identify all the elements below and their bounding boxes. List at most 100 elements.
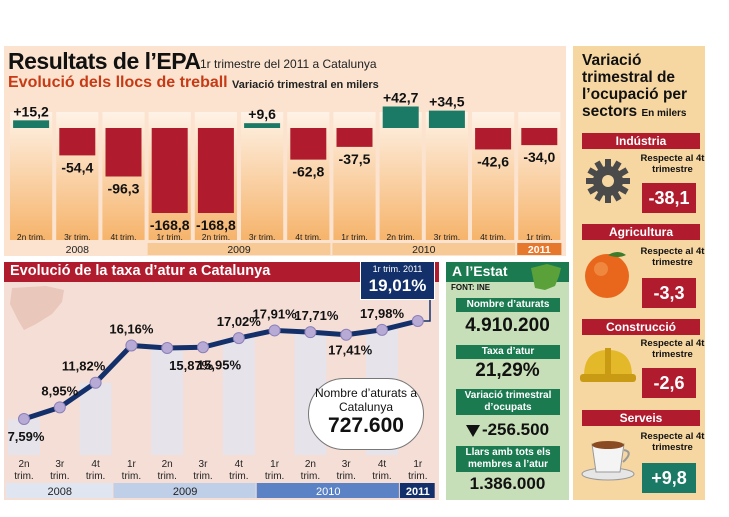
rate-point-label: 16,16% bbox=[109, 321, 154, 336]
jobs-tick-label: 2n trim. bbox=[17, 232, 45, 242]
spain-rate-value: 21,29% bbox=[475, 360, 540, 381]
jobs-year-band bbox=[332, 243, 516, 255]
rate-point-label: 17,41% bbox=[328, 343, 373, 358]
page-title: Resultats de l’EPA bbox=[8, 48, 201, 74]
rate-tick-label-2: trim. bbox=[372, 471, 391, 482]
rate-tick-label-2: trim. bbox=[229, 471, 248, 482]
jobs-bar bbox=[521, 128, 558, 146]
hard-hat-icon bbox=[580, 348, 636, 382]
rate-point bbox=[376, 323, 388, 336]
rate-tick-label: 4t bbox=[235, 459, 244, 470]
rate-column-bg bbox=[222, 338, 255, 455]
jobs-chart-unit: Variació trimestral en milers bbox=[232, 79, 379, 91]
rate-point bbox=[268, 324, 281, 337]
jobs-year-band bbox=[517, 243, 562, 255]
spain-households-label: Llars amb tots els membres a l’atur bbox=[456, 446, 560, 472]
spain-rate-label: Taxa d’atur bbox=[456, 345, 560, 359]
rate-point-label: 15,95% bbox=[197, 357, 242, 372]
jobs-tick-label: 3r trim. bbox=[64, 232, 90, 242]
jobs-bar bbox=[105, 128, 142, 177]
rate-tick-label-2: trim. bbox=[14, 471, 33, 482]
jobs-year-label: 2011 bbox=[528, 244, 551, 256]
rate-point bbox=[340, 328, 353, 341]
sectors-title-text: Variació trimestral de l’ocupació per se… bbox=[582, 52, 688, 120]
rate-tick-label-2: trim. bbox=[193, 471, 212, 482]
jobs-bar-label: -42,6 bbox=[477, 153, 509, 169]
jobs-bar bbox=[428, 110, 465, 128]
rate-tick-label-2: trim. bbox=[265, 471, 284, 482]
jobs-tick-label: 4t trim. bbox=[295, 232, 321, 242]
rate-tick-label: 4t bbox=[378, 459, 387, 470]
jobs-bar-label: -168,8 bbox=[196, 217, 236, 233]
rate-point-label: 17,91% bbox=[253, 306, 298, 321]
sector-agricultura-note: Respecte al 4t trimestre bbox=[640, 246, 705, 268]
sector-serveis-label: Serveis bbox=[582, 410, 700, 426]
jobs-bar bbox=[244, 123, 281, 128]
jobs-bar-label: +34,5 bbox=[429, 94, 465, 110]
rate-tick-label-2: trim. bbox=[86, 471, 105, 482]
sectors-unit: En milers bbox=[641, 108, 687, 119]
sector-construccio-value: -2,6 bbox=[642, 368, 696, 398]
jobs-bar-label: -96,3 bbox=[108, 180, 140, 196]
jobs-bar bbox=[475, 128, 512, 150]
rate-tick-label: 2n bbox=[18, 459, 29, 470]
jobs-tick-label: 1r trim. bbox=[341, 232, 367, 242]
catalonia-unemployed-box bbox=[308, 378, 424, 450]
rate-series-line bbox=[23, 318, 419, 422]
spain-unemployed-label: Nombre d’aturats bbox=[456, 298, 560, 312]
jobs-year-band bbox=[147, 243, 331, 255]
rate-point-label: 8,95% bbox=[41, 383, 78, 398]
catalonia-unemployed-label: Nombre d’aturats a Catalunya bbox=[314, 386, 418, 414]
jobs-year-band bbox=[9, 243, 146, 255]
sector-serveis-value: +9,8 bbox=[642, 463, 696, 493]
jobs-chart-title: Evolució dels llocs de treball bbox=[8, 74, 228, 91]
jobs-tick-label: 2n trim. bbox=[387, 232, 415, 242]
sector-construccio-label: Construcció bbox=[582, 319, 700, 335]
rate-year-label: 2010 bbox=[316, 486, 340, 498]
spain-employed-number: -256.500 bbox=[481, 420, 550, 439]
rate-point-label: 7,59% bbox=[8, 429, 45, 444]
jobs-bar bbox=[382, 106, 419, 128]
spain-title: A l’Estat bbox=[452, 263, 508, 279]
gear-icon bbox=[586, 159, 630, 203]
rate-tick-label-2: trim. bbox=[336, 471, 355, 482]
rate-year-label: 2009 bbox=[173, 486, 197, 498]
latest-rate-label: 1r trim. 2011 bbox=[372, 264, 423, 274]
jobs-year-label: 2010 bbox=[412, 244, 436, 256]
rate-point bbox=[89, 376, 102, 389]
jobs-column-bg bbox=[379, 112, 422, 240]
catalonia-map-icon bbox=[10, 286, 64, 330]
rate-tick-label: 3r bbox=[199, 459, 209, 470]
unemployment-header bbox=[4, 262, 439, 282]
rate-column-bg bbox=[151, 347, 184, 455]
rate-point-label: 17,71% bbox=[294, 308, 339, 323]
jobs-bar bbox=[59, 128, 96, 156]
spain-source: FONT: INE bbox=[451, 283, 491, 292]
rate-tick-label-2: trim. bbox=[50, 471, 69, 482]
rate-point-label: 17,02% bbox=[217, 314, 262, 329]
orange-fruit-icon bbox=[585, 252, 629, 298]
jobs-bar bbox=[336, 128, 373, 147]
rate-tick-label-2: trim. bbox=[408, 471, 427, 482]
spain-employed-value: -256.500 bbox=[446, 420, 569, 440]
rate-tick-label: 2n bbox=[162, 459, 173, 470]
rate-year-band bbox=[6, 483, 113, 498]
rate-year-band bbox=[256, 483, 399, 498]
rate-tick-label: 1r bbox=[413, 459, 423, 470]
rate-tick-label-2: trim. bbox=[122, 471, 141, 482]
spain-map-icon bbox=[531, 264, 561, 290]
jobs-bar-label: -54,4 bbox=[61, 159, 93, 175]
rate-point bbox=[125, 339, 138, 352]
jobs-column-bg bbox=[425, 112, 468, 240]
jobs-year-label: 2008 bbox=[66, 244, 90, 256]
sector-agricultura-value: -3,3 bbox=[642, 278, 696, 308]
jobs-year-label: 2009 bbox=[227, 244, 251, 256]
rate-year-label: 2008 bbox=[48, 486, 72, 498]
rate-point-label: 17,98% bbox=[360, 306, 405, 321]
jobs-bar-label: -34,0 bbox=[523, 149, 555, 165]
latest-rate-box bbox=[360, 261, 435, 300]
jobs-column-bg bbox=[10, 112, 53, 240]
page-title-period: 1r trimestre del 2011 a Catalunya bbox=[200, 57, 377, 71]
